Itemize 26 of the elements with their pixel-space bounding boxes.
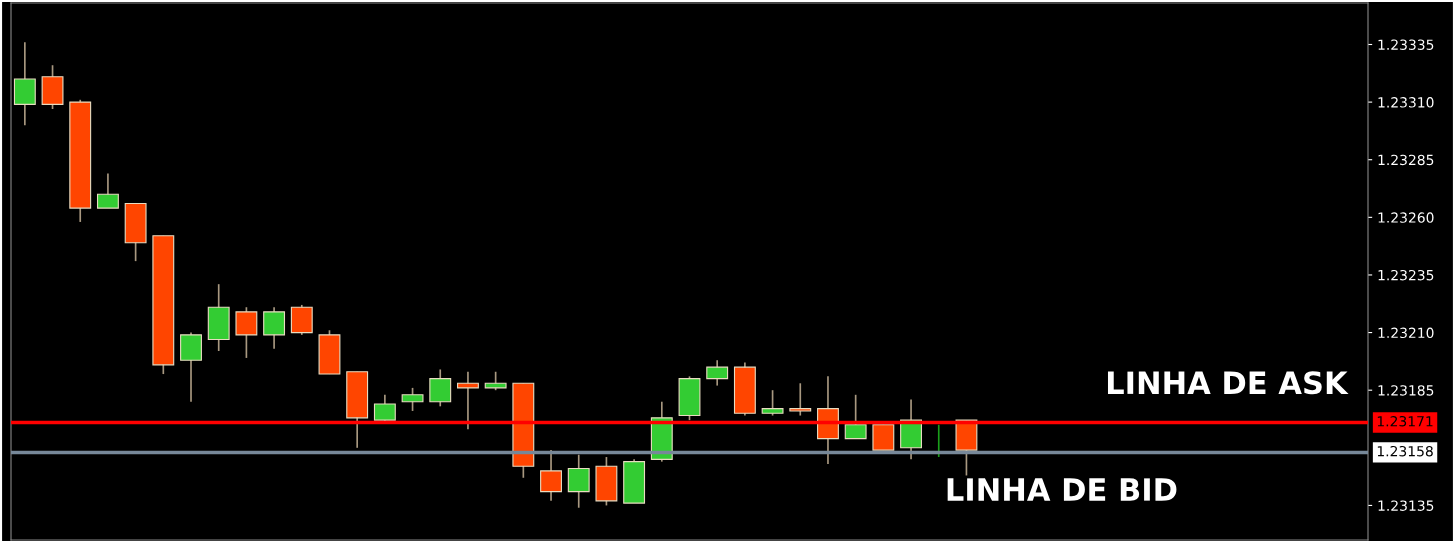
candlestick	[263, 306, 286, 350]
candlestick	[235, 306, 258, 359]
candlestick	[540, 449, 562, 502]
annotation: LINHA DE BID	[947, 478, 1177, 501]
candlestick	[373, 393, 396, 424]
candlestick	[789, 382, 812, 417]
y-tick-label: 1.23285	[1378, 154, 1434, 166]
y-tick-label: 1.23210	[1378, 327, 1434, 339]
ref-line-label: 1.23158	[1377, 445, 1433, 457]
candlestick	[761, 389, 784, 417]
y-tick-label: 1.23135	[1378, 500, 1434, 511]
candlestick	[429, 368, 452, 408]
candlestick	[844, 393, 867, 440]
y-tick-label: 1.23235	[1378, 269, 1434, 281]
candlestick	[401, 387, 424, 412]
candlestick	[567, 453, 590, 509]
y-tick-label: 1.23260	[1378, 212, 1434, 223]
y-tick-label: 1.23310	[1378, 97, 1434, 108]
ref-line-label: 1.23171	[1377, 415, 1433, 427]
annotation: LINHA DE ASK	[1107, 371, 1349, 395]
y-tick-label: 1.23185	[1378, 385, 1434, 396]
candlestick	[96, 172, 119, 209]
candlestick	[457, 370, 479, 431]
candlestick	[484, 370, 507, 392]
y-tick-label: 1.23335	[1378, 39, 1434, 50]
candlestick	[706, 359, 729, 387]
